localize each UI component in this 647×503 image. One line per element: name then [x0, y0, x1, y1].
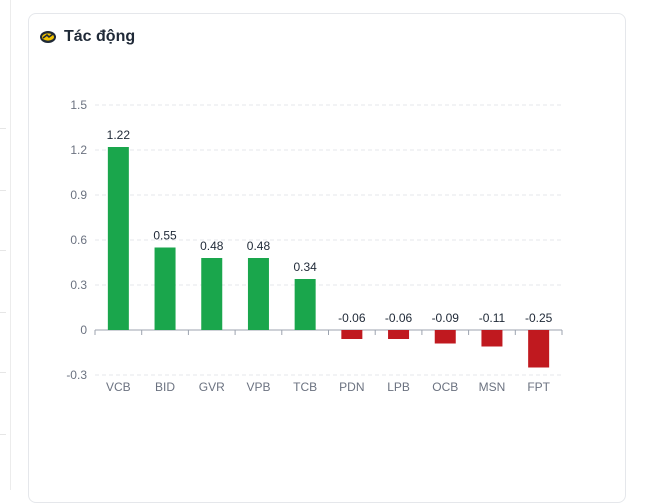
impact-bar-chart: 1.5 1.2 0.9 0.6 0.3 0 -0.3 VCB 1.22 BID 0.55 GVR 0.4… — [66, 98, 563, 394]
x-tick-label: TCB — [293, 380, 317, 394]
x-tick-label: MSN — [479, 380, 506, 394]
data-label: -0.25 — [525, 311, 553, 325]
data-label: -0.06 — [385, 311, 413, 325]
data-label: -0.11 — [479, 311, 506, 325]
bar — [154, 247, 176, 330]
data-label: 0.48 — [200, 239, 224, 253]
bar — [528, 330, 550, 368]
impact-card: Tác động — [28, 13, 626, 503]
card-title: Tác động — [64, 28, 136, 45]
data-label: 0.55 — [153, 229, 177, 243]
y-tick-label: 0.6 — [70, 233, 87, 247]
x-tick-label: VCB — [106, 380, 131, 394]
x-tick-label: VPB — [246, 380, 270, 394]
data-label: 1.22 — [107, 128, 131, 142]
x-tick-label: OCB — [432, 380, 458, 394]
y-tick-label: 1.2 — [70, 143, 87, 157]
bar — [481, 330, 503, 347]
data-label: -0.06 — [338, 311, 366, 325]
y-tick-label: 1.5 — [70, 98, 87, 112]
x-tick-label: GVR — [199, 380, 225, 394]
data-label: 0.34 — [293, 260, 317, 274]
left-panel-edge — [0, 0, 11, 490]
x-tick-label: BID — [155, 380, 175, 394]
y-tick-label: 0 — [80, 323, 87, 337]
x-tick-label: PDN — [339, 380, 364, 394]
bar — [388, 330, 410, 339]
bar — [247, 258, 269, 330]
data-label: 0.48 — [247, 239, 271, 253]
bar — [341, 330, 363, 339]
bar — [201, 258, 223, 330]
bar — [434, 330, 456, 344]
bar — [294, 279, 316, 330]
impact-icon — [40, 31, 56, 43]
x-tick-label: FPT — [527, 380, 550, 394]
bar — [107, 147, 129, 330]
x-tick-label: LPB — [387, 380, 410, 394]
y-tick-label: 0.3 — [70, 278, 87, 292]
data-label: -0.09 — [432, 311, 460, 325]
card-header: Tác động — [39, 26, 135, 48]
y-tick-label: 0.9 — [70, 188, 87, 202]
y-tick-label: -0.3 — [66, 368, 87, 382]
